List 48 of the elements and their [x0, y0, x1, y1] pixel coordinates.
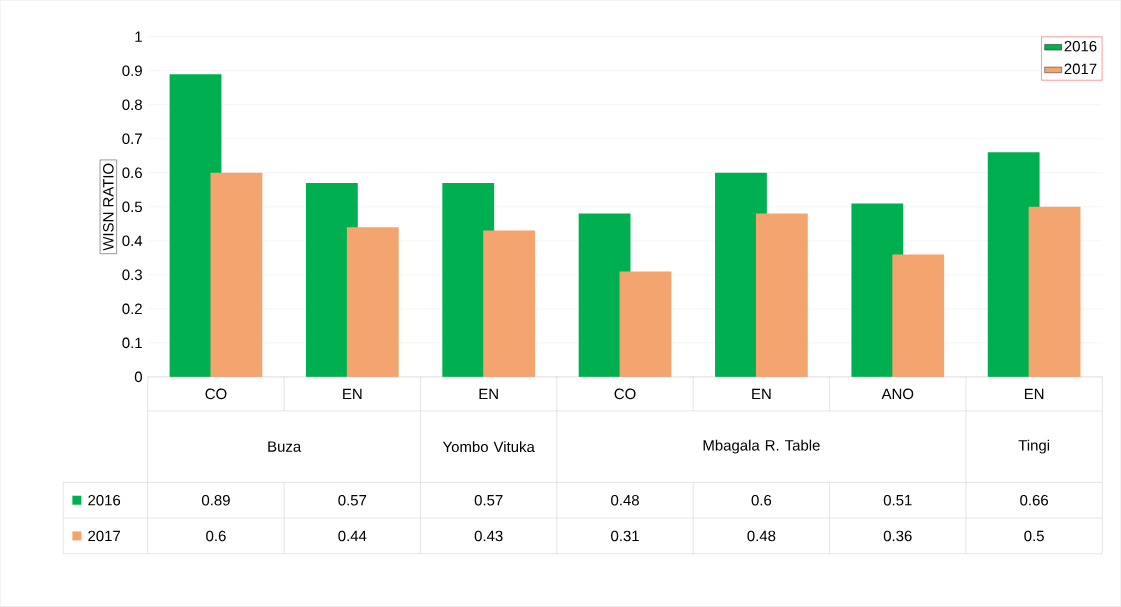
- y-tick-label: 0.4: [122, 235, 143, 247]
- x-tick-label: EN: [343, 388, 362, 400]
- y-tick-label: 0.9: [122, 65, 142, 77]
- bar: [892, 254, 945, 378]
- data-label: 0.57: [338, 495, 367, 506]
- data-label: 0.5: [1024, 530, 1044, 542]
- x-tick-label: EN: [752, 388, 771, 400]
- y-tick-label: 0.1: [122, 337, 142, 349]
- data-label: 0.43: [474, 530, 503, 542]
- data-label: 0.6: [206, 530, 226, 542]
- y-tick-label: 0.5: [122, 201, 142, 213]
- text: 2016: [88, 495, 121, 506]
- y-tick-label: 0.2: [122, 303, 142, 315]
- text: Mbagala R. Table: [703, 439, 820, 454]
- data-label: 0.48: [747, 530, 776, 542]
- bar: [619, 271, 672, 378]
- y-tick-label: 0.7: [122, 133, 142, 145]
- legend-label: 2016: [1064, 41, 1097, 52]
- bar: [1028, 206, 1081, 378]
- text: Buza: [268, 441, 302, 452]
- data-label: 0.31: [611, 530, 639, 542]
- data-label: 0.36: [883, 530, 912, 542]
- data-label: 0.6: [751, 495, 772, 506]
- y-tick-label: 0.8: [122, 99, 142, 111]
- x-tick-label: CO: [205, 388, 227, 400]
- bar: [483, 230, 536, 378]
- x-tick-label: EN: [1024, 388, 1044, 400]
- text: 2017: [88, 530, 121, 542]
- text: Tingi: [1018, 439, 1050, 454]
- data-label: 0.48: [611, 495, 639, 506]
- data-label: 0.51: [883, 495, 912, 506]
- bar: [346, 227, 399, 378]
- x-tick-label: ANO: [881, 388, 914, 400]
- data-label: 0.66: [1020, 495, 1049, 506]
- x-tick-label: EN: [479, 388, 498, 400]
- data-label: 0.89: [201, 495, 230, 506]
- y-axis-title: WISN RATIO: [103, 163, 114, 251]
- bar: [210, 172, 263, 378]
- legend-label: 2017: [1064, 63, 1097, 75]
- bar: [755, 213, 808, 378]
- x-tick-label: CO: [614, 388, 636, 400]
- data-label: 0.57: [474, 495, 503, 506]
- y-tick-label: 0: [134, 371, 143, 383]
- data-label: 0.44: [338, 530, 367, 542]
- text: Yombo Vituka: [442, 441, 535, 453]
- y-tick-label: 0.3: [122, 269, 142, 281]
- y-tick-label: 0.6: [122, 167, 142, 179]
- y-tick-label: 1: [135, 31, 142, 42]
